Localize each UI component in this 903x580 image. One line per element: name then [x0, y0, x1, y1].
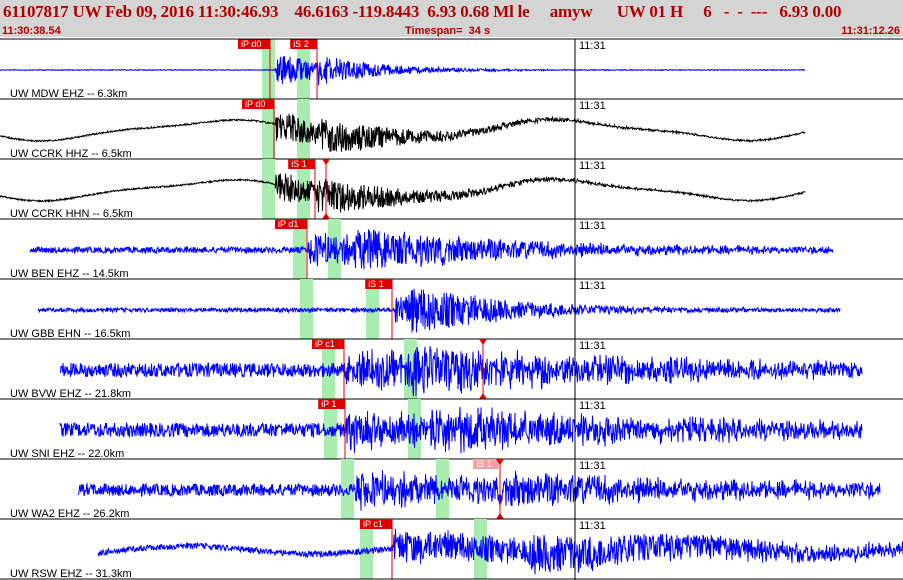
pick-window	[341, 459, 354, 519]
window-end-time: 11:31:12.26	[841, 25, 900, 37]
phase-pick-flag[interactable]	[242, 99, 274, 109]
phase-pick-flag[interactable]	[473, 459, 500, 469]
waveform-trace	[77, 470, 881, 511]
trace-row[interactable]: 11:31 UW WA2 EHZ -- 26.2km iS 1	[0, 459, 903, 520]
minute-marker-label: 11:31	[579, 340, 606, 352]
minute-marker-label: 11:31	[579, 520, 606, 532]
event-header: 61107817 UW Feb 09, 2016 11:30:46.93 46.…	[0, 0, 903, 37]
waveform-trace	[0, 113, 806, 152]
phase-pick-flag[interactable]	[360, 519, 392, 529]
pick-window	[262, 39, 275, 99]
pick-window	[293, 219, 306, 279]
seismogram-panel[interactable]: 11:31 UW MDW EHZ -- 6.3km iP d0 iS 2 11:31 UW…	[0, 37, 903, 580]
pick-marker-top	[496, 459, 504, 465]
trace-row[interactable]: 11:31 UW RSW EHZ -- 31.3km iP c1	[0, 519, 903, 580]
pick-window	[262, 99, 275, 159]
waveform-trace	[97, 528, 903, 575]
phase-pick-label: iP 1	[321, 399, 336, 409]
station-label: UW RSW EHZ -- 31.3km	[10, 568, 132, 580]
trace-row[interactable]: 11:31 UW BVW EHZ -- 21.8km iP c1	[0, 339, 903, 400]
waveform-trace	[0, 173, 806, 213]
minute-marker-label: 11:31	[579, 460, 606, 472]
waveform-trace	[0, 56, 805, 86]
minute-marker-label: 11:31	[579, 100, 606, 112]
waveform-trace	[29, 229, 834, 270]
window-start-time: 11:30:38.54	[2, 25, 61, 37]
pick-marker-bottom	[496, 513, 504, 519]
station-label: UW SNI EHZ -- 22.0km	[10, 448, 124, 460]
pick-marker-top	[322, 159, 330, 165]
phase-pick-label: iP d0	[245, 99, 265, 109]
phase-pick-label: iS 1	[368, 279, 384, 289]
timespan-label: Timespan= 34 s	[405, 25, 491, 37]
trace-row[interactable]: 11:31 UW SNI EHZ -- 22.0km iP 1	[0, 399, 903, 460]
station-label: UW BVW EHZ -- 21.8km	[10, 388, 131, 400]
phase-pick-label: iS 1	[476, 459, 492, 469]
waveform-trace	[59, 406, 863, 454]
station-label: UW BEN EHZ -- 14.5km	[10, 268, 129, 280]
trace-row[interactable]: 11:31 UW GBB EHN -- 16.5km iS 1	[0, 279, 903, 340]
station-label: UW CCRK HHZ -- 6.5km	[10, 148, 132, 160]
trace-row[interactable]: 11:31 UW BEN EHZ -- 14.5km iP d1	[0, 219, 903, 280]
trace-row[interactable]: 11:31 UW CCRK HHN -- 6.5km iS 1	[0, 159, 903, 220]
minute-marker-label: 11:31	[579, 220, 606, 232]
station-label: UW CCRK HHN -- 6.5km	[10, 208, 133, 220]
pick-window	[300, 279, 313, 339]
phase-pick-flag[interactable]	[312, 339, 344, 349]
waveform-trace	[59, 345, 863, 397]
trace-row[interactable]: 11:31 UW MDW EHZ -- 6.3km iP d0 iS 2	[0, 39, 903, 100]
minute-marker-label: 11:31	[579, 400, 606, 412]
waveform-trace	[37, 288, 841, 333]
event-summary-title: 61107817 UW Feb 09, 2016 11:30:46.93 46.…	[3, 2, 842, 21]
phase-pick-label: iP c1	[363, 519, 383, 529]
pick-marker-bottom	[479, 393, 487, 399]
phase-pick-flag[interactable]	[365, 279, 392, 289]
pick-window	[262, 159, 275, 219]
phase-pick-label: iS 2	[293, 39, 309, 49]
phase-pick-flag[interactable]	[238, 39, 270, 49]
phase-pick-flag[interactable]	[290, 39, 317, 49]
minute-marker-label: 11:31	[579, 160, 606, 172]
trace-row[interactable]: 11:31 UW CCRK HHZ -- 6.5km iP d0	[0, 99, 903, 160]
pick-marker-bottom	[322, 213, 330, 219]
phase-pick-flag[interactable]	[275, 219, 307, 229]
station-label: UW GBB EHN -- 16.5km	[10, 328, 130, 340]
phase-pick-label: iP d1	[278, 219, 298, 229]
pick-marker-top	[479, 339, 487, 345]
minute-marker-label: 11:31	[579, 280, 606, 292]
phase-pick-label: iS 1	[291, 159, 307, 169]
station-label: UW WA2 EHZ -- 26.2km	[10, 508, 129, 520]
phase-pick-flag[interactable]	[318, 399, 345, 409]
minute-marker-label: 11:31	[579, 40, 606, 52]
phase-pick-flag[interactable]	[288, 159, 315, 169]
station-label: UW MDW EHZ -- 6.3km	[10, 88, 127, 100]
phase-pick-label: iP d0	[241, 39, 261, 49]
phase-pick-label: iP c1	[315, 339, 335, 349]
